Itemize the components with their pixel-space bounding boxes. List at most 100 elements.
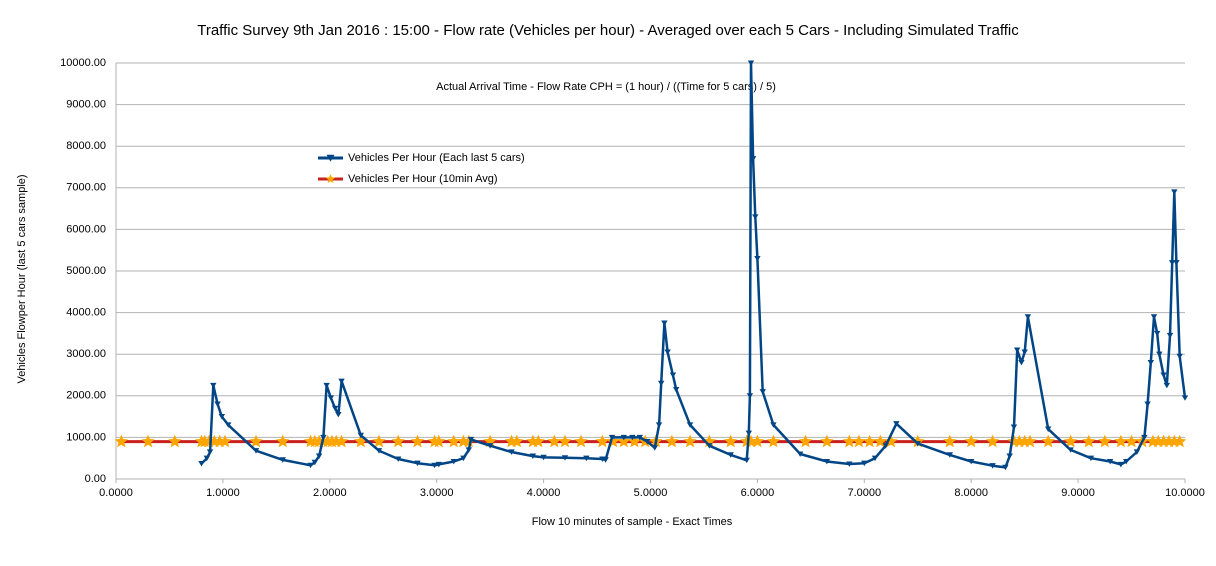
star-marker (141, 434, 155, 448)
star-marker (1167, 434, 1181, 448)
triangle-marker (747, 60, 755, 66)
triangle-marker (893, 421, 900, 427)
triangle-marker (946, 452, 954, 458)
triangle-marker (307, 462, 314, 469)
star-marker (798, 434, 813, 448)
y-tick-label: 2000.00 (66, 390, 106, 402)
triangle-marker (823, 458, 831, 465)
y-tick-label: 7000.00 (66, 182, 106, 194)
triangle-marker (198, 461, 205, 467)
x-tick-label: 6.0000 (741, 487, 775, 499)
triangle-marker (486, 443, 494, 449)
triangle-marker (1156, 351, 1163, 358)
x-tick-label: 10.0000 (1165, 487, 1205, 499)
triangle-marker (1168, 260, 1176, 266)
triangle-marker (727, 452, 734, 458)
triangle-marker (706, 443, 713, 449)
triangle-marker (583, 455, 590, 462)
star-marker (249, 434, 263, 448)
triangle-marker (686, 422, 694, 428)
star-marker (852, 434, 866, 448)
star-marker (1173, 434, 1187, 448)
triangle-marker (1123, 458, 1130, 465)
star-marker (1124, 434, 1139, 448)
star-marker (943, 434, 957, 448)
star-marker (665, 434, 679, 448)
triangle-marker (1044, 426, 1052, 432)
triangle-marker (1010, 424, 1018, 430)
y-tick-label: 5000.00 (66, 265, 106, 277)
y-tick-label: 3000.00 (66, 348, 106, 360)
triangle-marker (210, 382, 217, 389)
triangle-marker (759, 389, 766, 395)
legend-label: Vehicles Per Hour (10min Avg) (348, 173, 498, 185)
star-marker (873, 434, 887, 448)
star-marker (334, 434, 349, 448)
triangle-marker (608, 434, 616, 441)
triangle-marker (335, 411, 342, 418)
triangle-marker (1106, 458, 1114, 465)
triangle-marker (279, 457, 286, 463)
star-marker (842, 434, 856, 448)
y-tick-label: 9000.00 (66, 99, 106, 111)
legend-label: Vehicles Per Hour (Each last 5 cars) (348, 152, 525, 164)
y-tick-label: 4000.00 (66, 307, 106, 319)
triangle-marker (529, 453, 537, 459)
triangle-marker (323, 382, 330, 389)
triangle-marker (467, 436, 475, 443)
triangle-marker (1024, 314, 1032, 320)
star-marker (964, 434, 978, 448)
star-marker (410, 434, 425, 448)
triangle-marker (252, 448, 260, 454)
star-marker (432, 434, 446, 448)
star-marker (531, 434, 545, 448)
triangle-marker (655, 422, 663, 428)
y-tick-label: 1000.00 (66, 431, 106, 443)
x-axis-label: Flow 10 minutes of sample - Exact Times (532, 516, 733, 528)
triangle-marker (749, 156, 757, 162)
triangle-marker (1166, 332, 1174, 339)
star-marker (820, 434, 834, 448)
triangle-marker (770, 422, 777, 428)
star-marker (1082, 434, 1096, 448)
x-tick-label: 1.0000 (206, 487, 240, 499)
triangle-marker (395, 456, 402, 462)
star-marker (558, 434, 572, 448)
triangle-marker (664, 349, 671, 355)
star-marker (168, 434, 182, 448)
star-marker (702, 434, 716, 448)
triangle-marker (450, 458, 458, 465)
triangle-marker (1176, 353, 1183, 360)
triangle-marker (882, 443, 889, 449)
triangle-marker (218, 414, 226, 420)
triangle-marker (1171, 189, 1178, 195)
star-marker (1023, 434, 1037, 448)
triangle-marker (636, 434, 644, 441)
triangle-marker (1117, 461, 1125, 468)
triangle-marker (206, 449, 214, 455)
star-marker (547, 434, 561, 448)
triangle-marker (203, 455, 211, 462)
triangle-marker (657, 380, 665, 387)
y-tick-label: 10000.00 (60, 57, 106, 69)
star-marker (766, 434, 781, 448)
triangle-marker (1018, 359, 1025, 366)
triangle-marker (435, 461, 443, 468)
star-marker (329, 434, 343, 448)
legend-marker (326, 154, 335, 162)
y-tick-label: 0.00 (85, 473, 106, 485)
star-marker (391, 434, 405, 448)
star-marker (627, 434, 642, 448)
triangle-marker (311, 459, 319, 466)
annotation: Actual Arrival Time - Flow Rate CPH = (1… (436, 81, 776, 93)
triangle-marker (746, 393, 754, 399)
star-marker (1098, 434, 1112, 448)
star-marker (1064, 434, 1078, 448)
y-tick-label: 8000.00 (66, 140, 106, 152)
star-marker (1041, 434, 1055, 448)
x-tick-label: 5.0000 (634, 487, 668, 499)
triangle-marker (871, 455, 879, 462)
star-marker (276, 434, 290, 448)
triangle-marker (1173, 260, 1180, 266)
triangle-marker (669, 372, 677, 378)
